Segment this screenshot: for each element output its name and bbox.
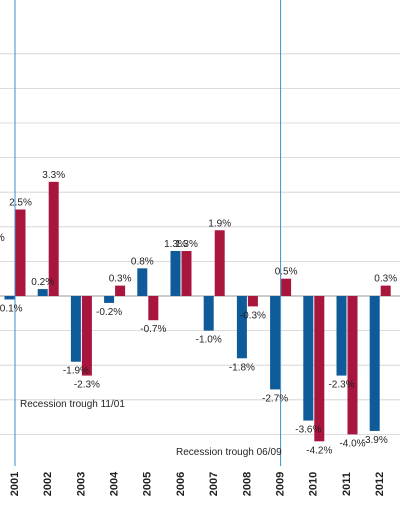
bar-b-2001 bbox=[15, 209, 26, 296]
data-label-b-2001: 2.5% bbox=[9, 198, 32, 209]
data-label-b-2002: 3.3% bbox=[42, 170, 65, 181]
data-label-a-2009: -2.7% bbox=[262, 393, 288, 404]
data-label-b-2010: -4.2% bbox=[306, 445, 332, 456]
bar-b-2002 bbox=[48, 181, 59, 296]
data-label-a-2002: 0.2% bbox=[31, 277, 54, 288]
bar-b-2005 bbox=[148, 296, 159, 321]
bar-b-2003 bbox=[81, 296, 92, 376]
data-label-b-2004: 0.3% bbox=[109, 274, 132, 285]
x-tick-2004: 2004 bbox=[109, 471, 121, 496]
x-tick-2008: 2008 bbox=[241, 472, 253, 496]
data-label-b-2012: 0.3% bbox=[374, 274, 397, 285]
x-tick-2012: 2012 bbox=[374, 472, 386, 496]
bar-a-2007 bbox=[203, 296, 214, 331]
bar-b-2007 bbox=[214, 230, 225, 296]
data-label-b-2008: -0.3% bbox=[240, 310, 266, 321]
bar-a-2006 bbox=[170, 251, 181, 296]
bar-b-2006 bbox=[181, 251, 192, 296]
bar-a-2005 bbox=[137, 268, 148, 296]
bar-b-2010 bbox=[314, 296, 325, 442]
bar-a-2011 bbox=[336, 296, 347, 376]
edge-label-fragment: % bbox=[0, 232, 5, 244]
x-tick-2011: 2011 bbox=[341, 472, 353, 496]
bar-b-2008 bbox=[247, 296, 258, 307]
data-label-b-2003: -2.3% bbox=[74, 380, 100, 391]
bars bbox=[4, 181, 391, 442]
bar-b-2011 bbox=[347, 296, 358, 435]
bar-a-2009 bbox=[270, 296, 281, 390]
x-tick-2002: 2002 bbox=[42, 472, 54, 496]
x-tick-2006: 2006 bbox=[175, 472, 187, 496]
data-label-a-2004: -0.2% bbox=[96, 307, 122, 318]
data-label-b-2005: -0.7% bbox=[140, 324, 166, 335]
data-label-a-2010: -3.6% bbox=[295, 425, 321, 436]
data-label-a-2012: -3.9% bbox=[362, 435, 388, 446]
x-tick-2007: 2007 bbox=[208, 472, 220, 496]
data-label-b-2007: 1.9% bbox=[208, 218, 231, 229]
bar-b-2012 bbox=[380, 285, 391, 296]
data-label-b-2009: 0.5% bbox=[275, 267, 298, 278]
bar-a-2008 bbox=[236, 296, 247, 359]
recession-annotations: Recession trough 11/01 Recession trough … bbox=[20, 399, 282, 458]
data-label-a-2008: -1.8% bbox=[229, 362, 255, 373]
data-label-a-2001: -0.1% bbox=[0, 303, 23, 314]
data-label-a-2006: 1.3% bbox=[164, 239, 187, 250]
x-tick-2001: 2001 bbox=[9, 472, 21, 496]
bar-a-2003 bbox=[70, 296, 81, 362]
x-tick-2005: 2005 bbox=[142, 472, 154, 496]
data-label-b-2006: 1.3% bbox=[175, 239, 198, 250]
x-tick-labels: 2001 2002 2003 2004 2005 2006 2007 2008 2009 2010… bbox=[9, 471, 386, 496]
annotation-recession-2001: Recession trough 11/01 bbox=[20, 399, 125, 410]
data-label-a-2007: -1.0% bbox=[196, 335, 222, 346]
gridlines bbox=[0, 53, 400, 435]
data-label-a-2011: -2.3% bbox=[328, 380, 354, 391]
x-tick-2010: 2010 bbox=[308, 472, 320, 496]
bar-b-2004 bbox=[115, 285, 126, 296]
data-labels: -0.1% 2.5% 0.2% 3.3% -1.9% -2.3% -0.2% 0.3% 0.8%… bbox=[0, 170, 397, 457]
bar-b-2009 bbox=[281, 278, 292, 296]
bar-a-2004 bbox=[104, 296, 115, 303]
bar-a-2001 bbox=[4, 296, 15, 300]
recession-lines bbox=[14, 0, 282, 466]
x-tick-2009: 2009 bbox=[275, 472, 287, 496]
annotation-recession-2009: Recession trough 06/09 bbox=[176, 447, 282, 458]
data-label-b-2011: -4.0% bbox=[339, 438, 365, 449]
bar-a-2002 bbox=[37, 289, 48, 296]
x-tick-2003: 2003 bbox=[75, 472, 87, 496]
bar-a-2012 bbox=[369, 296, 380, 431]
data-label-a-2003: -1.9% bbox=[63, 366, 89, 377]
bar-a-2010 bbox=[303, 296, 314, 421]
data-label-a-2005: 0.8% bbox=[131, 256, 154, 267]
